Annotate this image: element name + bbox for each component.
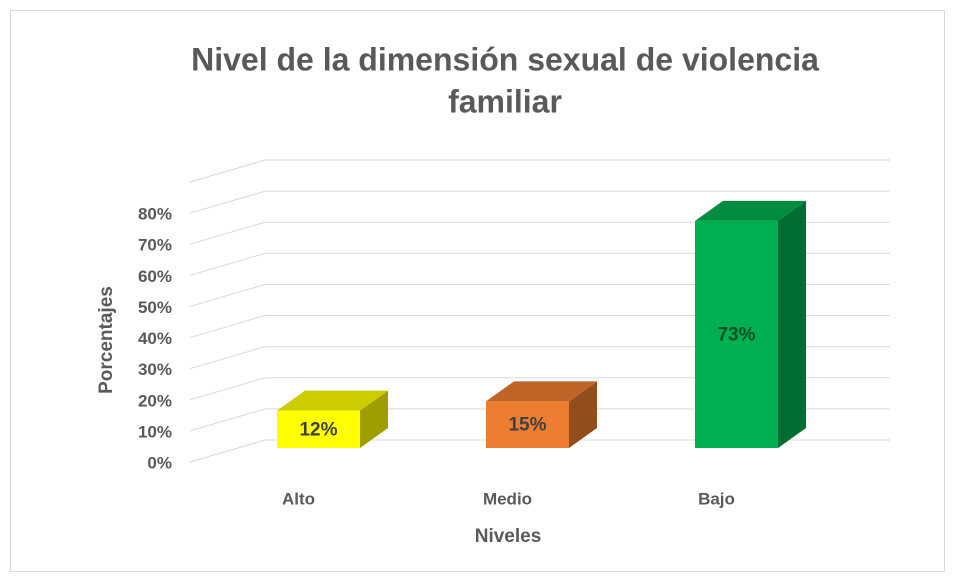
grid-line: [189, 221, 890, 245]
bar: [695, 220, 778, 448]
grid-line: [189, 315, 890, 339]
plot-edge: [189, 159, 890, 183]
chart-title: familiar: [448, 83, 562, 119]
y-tick-label: 0%: [147, 453, 172, 472]
bar-side: [778, 200, 806, 448]
grid-line: [189, 346, 890, 370]
y-tick-label: 10%: [138, 422, 172, 441]
bar-side: [360, 390, 388, 448]
y-tick-label: 80%: [138, 205, 172, 224]
grid-line: [189, 283, 890, 307]
y-axis-label: Porcentajes: [96, 286, 117, 394]
bar-top: [695, 200, 806, 221]
bar-top: [277, 390, 388, 411]
y-tick-label: 40%: [138, 329, 172, 348]
grid-line: [189, 377, 890, 401]
data-label: 15%: [508, 415, 546, 436]
y-tick-label: 20%: [138, 391, 172, 410]
data-label: 73%: [717, 324, 755, 345]
x-axis-label: Niveles: [475, 526, 542, 547]
x-tick-label: Bajo: [698, 489, 735, 508]
y-tick-label: 50%: [138, 298, 172, 317]
chart-title: Nivel de la dimensión sexual de violenci…: [191, 41, 819, 77]
grid-line: [189, 439, 890, 463]
grid-line: [189, 408, 890, 432]
bar: [486, 401, 569, 448]
y-tick-label: 60%: [138, 267, 172, 286]
data-label: 12%: [299, 419, 337, 440]
grid-line: [189, 190, 890, 214]
y-tick-label: 30%: [138, 360, 172, 379]
bar: [277, 410, 360, 448]
x-tick-label: Medio: [483, 489, 532, 508]
grid-line: [189, 252, 890, 276]
bar-side: [569, 381, 597, 448]
y-tick-label: 70%: [138, 236, 172, 255]
bar-top: [486, 381, 597, 402]
x-tick-label: Alto: [282, 489, 315, 508]
